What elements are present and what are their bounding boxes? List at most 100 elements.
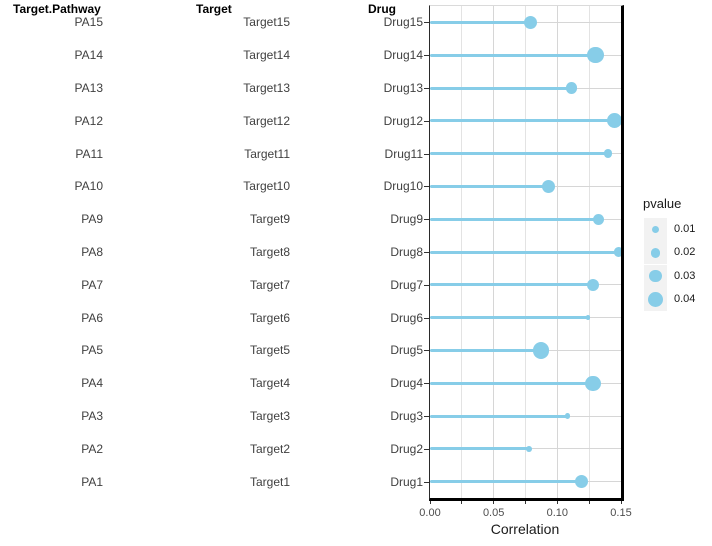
pathway-label: PA11	[75, 146, 103, 161]
lollipop-dot	[541, 179, 556, 194]
x-axis-tick-label: 0.10	[546, 507, 569, 519]
pathway-label: PA12	[74, 113, 103, 128]
drug-label: Drug13	[383, 81, 423, 95]
lollipop-stem	[430, 414, 568, 418]
y-axis-tick	[424, 55, 429, 56]
lollipop-stem	[430, 20, 531, 24]
y-axis-tick	[424, 416, 429, 417]
pathway-label: PA10	[74, 179, 103, 194]
pathway-label: PA1	[81, 474, 103, 489]
y-axis-tick	[424, 350, 429, 351]
pathway-label: PA13	[74, 81, 103, 95]
lollipop-stem	[430, 152, 609, 156]
drug-label: Drug3	[390, 409, 423, 423]
drug-label: Drug12	[383, 113, 423, 128]
drug-label: Drug11	[384, 146, 423, 161]
lollipop-dot	[613, 247, 621, 257]
target-label: Target8	[249, 245, 290, 259]
lollipop-dot	[587, 46, 604, 64]
lollipop-dot	[565, 82, 577, 94]
drug-label: Drug2	[390, 441, 423, 456]
lollipop-dot	[592, 213, 604, 225]
legend-entry-label: 0.03	[674, 269, 696, 282]
legend-dot	[652, 226, 659, 233]
lollipop-stem	[430, 283, 593, 287]
lollipop-dot	[532, 342, 549, 359]
column-header-target-pathway: Target.Pathway	[13, 2, 101, 16]
y-axis-tick	[424, 383, 429, 384]
pathway-label: PA2	[81, 441, 103, 456]
legend-entry-label: 0.04	[674, 293, 696, 306]
target-label: Target3	[249, 409, 290, 423]
drug-label: Drug5	[390, 343, 423, 358]
y-axis-tick	[424, 88, 429, 89]
y-axis-tick	[424, 252, 429, 253]
lollipop-stem	[430, 119, 615, 123]
x-axis-tick-label: 0.05	[482, 507, 505, 519]
y-axis-tick	[424, 285, 429, 286]
legend-title: pvalue	[643, 196, 682, 211]
target-label: Target6	[249, 310, 290, 325]
x-axis-tick	[556, 501, 558, 504]
legend-dot	[647, 292, 664, 308]
lollipop-stem	[430, 184, 549, 188]
x-axis-tick	[493, 501, 495, 504]
column-header-target: Target	[196, 2, 232, 16]
y-axis-tick	[424, 186, 429, 187]
x-axis-tick-label: 0.00	[419, 507, 441, 519]
lollipop-dot	[607, 113, 621, 129]
column-header-drug: Drug	[368, 2, 396, 16]
x-axis-tick	[429, 501, 431, 504]
pathway-label: PA6	[81, 310, 103, 325]
target-label: Target11	[244, 146, 290, 161]
lollipop-stem	[430, 53, 596, 57]
y-axis-tick	[424, 449, 429, 450]
legend-dot	[649, 270, 662, 283]
lollipop-stem	[430, 86, 572, 90]
target-label: Target5	[249, 343, 290, 358]
pathway-label: PA14	[74, 48, 103, 63]
y-axis-tick	[424, 121, 429, 122]
target-label: Target2	[249, 441, 290, 456]
lollipop-stem	[430, 447, 530, 451]
y-axis-tick	[424, 219, 429, 220]
lollipop-dot	[574, 474, 589, 489]
plot-panel	[429, 5, 624, 501]
target-label: Target15	[243, 15, 290, 30]
x-axis-tick	[525, 501, 526, 504]
drug-label: Drug10	[383, 179, 423, 194]
lollipop-dot	[585, 315, 591, 320]
pathway-label: PA9	[81, 212, 103, 227]
lollipop-stem	[430, 250, 619, 254]
lollipop-stem	[430, 217, 599, 221]
target-label: Target14	[243, 48, 290, 63]
legend-entry-label: 0.01	[674, 223, 696, 235]
target-label: Target13	[243, 81, 290, 95]
target-label: Target1	[249, 474, 290, 489]
target-label: Target12	[243, 113, 290, 128]
y-axis-tick	[424, 482, 429, 483]
x-axis-tick	[620, 501, 622, 504]
drug-label: Drug7	[390, 277, 423, 292]
lollipop-dot	[564, 413, 571, 419]
legend-entry-label: 0.02	[674, 246, 696, 259]
drug-label: Drug4	[390, 376, 423, 391]
drug-label: Drug15	[383, 15, 423, 30]
legend-dot	[650, 248, 661, 258]
lollipop-dot	[585, 375, 601, 391]
lollipop-dot	[523, 15, 538, 30]
drug-label: Drug6	[390, 310, 423, 325]
lollipop-stem	[430, 480, 582, 484]
lollipop-dot	[586, 278, 600, 291]
pathway-label: PA5	[81, 343, 103, 358]
lollipop-dot	[526, 445, 533, 452]
target-label: Target7	[249, 277, 290, 292]
y-axis-tick	[424, 154, 429, 155]
target-label: Target9	[249, 212, 290, 227]
pathway-label: PA8	[81, 245, 103, 259]
x-axis-title: Correlation	[490, 521, 560, 537]
pathway-label: PA15	[74, 15, 103, 30]
x-axis-tick	[461, 501, 463, 504]
lollipop-stem	[430, 316, 588, 320]
